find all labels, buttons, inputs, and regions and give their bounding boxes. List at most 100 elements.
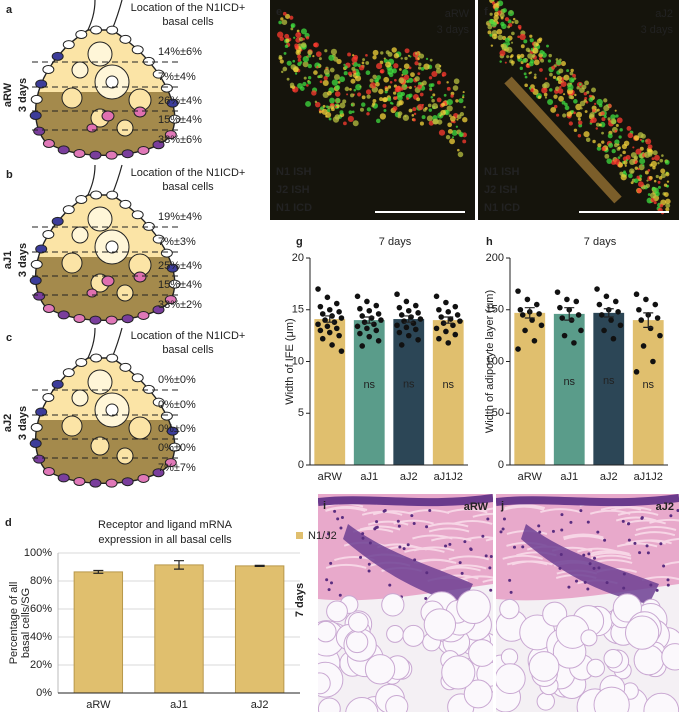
data-point	[338, 315, 345, 321]
signal-dot	[511, 60, 515, 65]
signal-dot	[419, 92, 424, 97]
data-point	[457, 318, 463, 324]
signal-dot	[313, 42, 319, 48]
signal-dot	[614, 109, 617, 112]
signal-dot	[462, 94, 465, 97]
y-tick-label: 100	[486, 355, 504, 367]
inner-cell	[61, 415, 83, 437]
signal-dot	[597, 143, 602, 148]
inner-cell	[116, 447, 134, 465]
signal-dot	[449, 138, 455, 145]
data-point	[454, 312, 461, 318]
signal-dot	[393, 91, 397, 95]
signal-dot	[494, 7, 499, 12]
signal-dot	[279, 59, 284, 64]
signal-dot	[347, 71, 352, 76]
signal-dot	[539, 50, 544, 55]
percentage: 7%±3%	[158, 236, 196, 248]
signal-dot	[648, 175, 653, 180]
signal-dot	[296, 51, 300, 54]
signal-dot	[511, 63, 514, 66]
panel-title: Location of the N1ICD+	[131, 167, 246, 179]
basal-cell	[75, 194, 88, 204]
signal-dot	[640, 133, 646, 139]
signal-dot	[607, 117, 611, 121]
signal-dot	[330, 107, 335, 112]
data-point	[317, 303, 324, 310]
signal-dot	[281, 19, 288, 25]
signal-dot	[284, 44, 289, 49]
signal-dot	[511, 21, 514, 24]
signal-dot	[278, 55, 283, 59]
signal-dot	[404, 56, 408, 61]
epidermis	[496, 494, 679, 507]
legend-label: N1/J2	[308, 530, 337, 542]
signal-dot	[294, 43, 299, 48]
data-point	[515, 288, 521, 294]
basal-cell	[131, 373, 144, 383]
data-point	[324, 323, 331, 330]
nucleus	[375, 520, 379, 524]
signal-dot	[303, 76, 307, 80]
signal-dot	[548, 53, 552, 58]
nucleus	[592, 566, 596, 570]
duct	[87, 327, 123, 359]
signal-dot	[414, 52, 418, 55]
signal-dot	[440, 109, 446, 116]
signal-dot	[408, 77, 414, 83]
nucleus	[460, 571, 464, 575]
signal-dot	[292, 59, 296, 63]
signal-dot	[410, 72, 415, 78]
basal-cell	[42, 139, 55, 149]
adipocyte	[345, 697, 379, 712]
bar	[154, 564, 204, 694]
signal-dot	[569, 71, 574, 76]
basal-cell	[119, 199, 132, 209]
adipocyte	[402, 624, 425, 647]
nucleus	[326, 532, 330, 536]
adipocyte	[381, 593, 405, 617]
error-bar	[443, 316, 454, 324]
signal-dot	[579, 82, 582, 86]
nucleus	[659, 542, 663, 546]
collagen	[589, 509, 631, 515]
signal-dot	[321, 108, 328, 115]
signal-dot	[552, 75, 557, 80]
signal-dot	[580, 107, 583, 110]
signal-dot	[418, 62, 422, 67]
collagen	[616, 542, 658, 548]
data-point	[538, 322, 545, 329]
signal-dot	[366, 107, 372, 112]
channel-label: N1 ICD	[484, 202, 520, 214]
signal-dot	[637, 167, 640, 171]
panel-letter: i	[323, 500, 326, 512]
adipocyte	[593, 686, 630, 712]
signal-dot	[325, 105, 329, 109]
nucleus	[597, 566, 601, 570]
collagen	[325, 563, 367, 569]
signal-dot	[623, 170, 626, 174]
percentage: 0%±0%	[158, 423, 196, 435]
signal-dot	[297, 58, 302, 62]
data-point	[554, 289, 561, 295]
signal-dot	[357, 92, 362, 97]
signal-dot	[435, 68, 442, 74]
nucleus	[502, 517, 506, 521]
adipocyte	[496, 663, 526, 695]
signal-dot	[402, 114, 410, 121]
data-point	[398, 312, 405, 318]
hair-shaft	[504, 76, 622, 204]
collagen	[511, 560, 553, 566]
signal-dot	[491, 33, 498, 40]
signal-dot	[639, 158, 646, 165]
signal-dot	[420, 66, 425, 71]
signal-dot	[305, 100, 312, 107]
signal-dot	[657, 185, 661, 189]
signal-dot	[411, 114, 415, 117]
signal-dot	[651, 186, 656, 191]
signal-dot	[446, 86, 451, 91]
signal-dot	[584, 80, 589, 86]
nucleus	[509, 590, 513, 594]
signal-dot	[351, 62, 355, 65]
nucleus	[596, 530, 600, 534]
